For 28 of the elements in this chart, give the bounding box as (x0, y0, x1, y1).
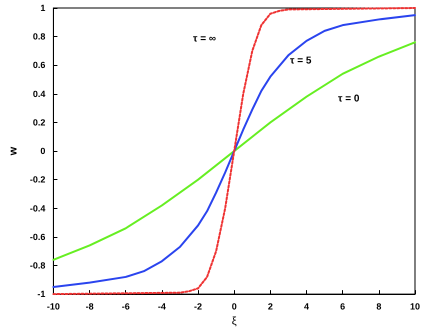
y-tick-label: 0 (40, 146, 46, 156)
x-tick-label: 0 (232, 302, 237, 312)
x-tick-label: 2 (268, 302, 273, 312)
y-tick-label: 0.6 (32, 60, 46, 70)
x-tick-label: -2 (194, 302, 202, 312)
y-tick-label: -0.4 (30, 203, 46, 214)
y-tick-label: -1 (37, 289, 46, 300)
x-tick-label: 4 (304, 302, 310, 312)
y-tick-label: 0.4 (32, 88, 46, 99)
line-series (52, 41, 416, 261)
y-tick-label: 1 (40, 3, 46, 13)
x-tick-label: -8 (86, 302, 94, 312)
x-tick-label: 8 (376, 302, 382, 312)
y-tick-label: -0.2 (30, 174, 46, 185)
y-tick-label: 0.2 (32, 117, 46, 128)
annotation: τ = 5 (290, 56, 312, 66)
x-tick-label: -6 (122, 302, 130, 312)
annotation: τ = 0 (338, 94, 360, 104)
x-tick-label: 10 (410, 302, 420, 312)
y-axis-title: w (8, 146, 20, 156)
x-axis-title: ξ (232, 316, 237, 328)
x-tick-label: 6 (340, 302, 346, 312)
y-tick-label: -0.8 (30, 260, 46, 270)
y-tick-label: -0.6 (30, 232, 46, 242)
x-tick-label: -4 (158, 302, 166, 312)
y-tick-label: 0.8 (32, 32, 46, 42)
x-tick-label: -10 (46, 302, 60, 312)
annotation: τ = ∞ (193, 34, 216, 44)
